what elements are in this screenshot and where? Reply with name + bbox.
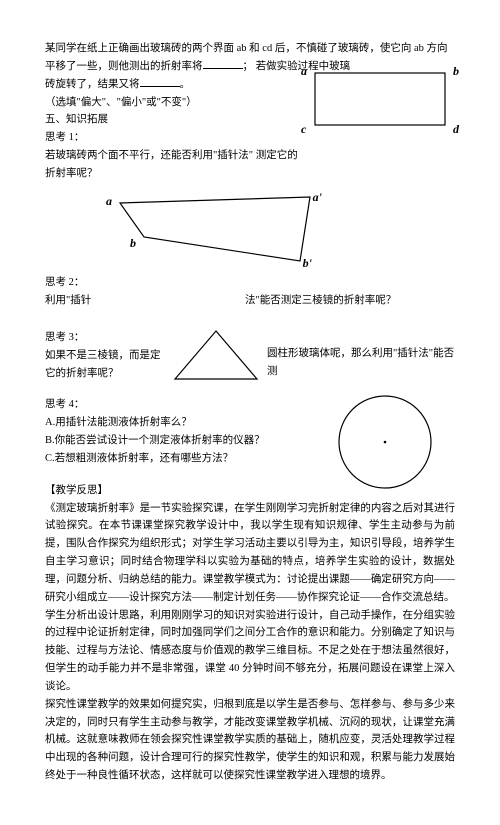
si4-a: A.用插针法能测液体折射率么？	[45, 414, 285, 432]
label-qap: a'	[313, 187, 322, 207]
intro-options: （选填"偏大"、"偏小"或"不变"）	[45, 94, 300, 112]
si3-block: 思考 3： 如果不是三棱镜，而是定它的折射率呢？ 圆柱形玻璃体呢，那么利用"插针…	[45, 329, 455, 390]
si2-left: 利用"插针	[45, 292, 125, 310]
si3-left: 如果不是三棱镜，而是定它的折射率呢？	[45, 347, 165, 383]
si1-title: 思考 1：	[45, 129, 300, 147]
rectangle-svg	[305, 65, 455, 135]
blank-2	[140, 86, 180, 87]
triangle-figure	[171, 329, 261, 390]
blank-1	[203, 68, 243, 69]
si4-c: C.若想粗测液体折射率，还有哪些方法？	[45, 450, 285, 468]
label-b: b	[453, 61, 459, 81]
label-qbp: b'	[303, 253, 312, 273]
label-c: c	[301, 119, 306, 139]
quad-svg	[110, 191, 330, 266]
label-d: d	[453, 119, 459, 139]
si4-block: 思考 4： A.用插针法能测液体折射率么？ B.你能否尝试设计一个测定液体折射率…	[45, 396, 455, 467]
si1-q: 若玻璃砖两个面不平行，还能否利用"插针法" 测定它的折射率呢？	[45, 147, 300, 183]
triangle-svg	[171, 329, 261, 383]
intro-line2: 砖旋转了，结果又将 。	[45, 76, 300, 94]
intro-text-2: 砖旋转了，结果又将	[45, 79, 140, 90]
label-qa: a	[106, 191, 112, 211]
section5-title: 五、知识拓展	[45, 111, 300, 129]
reflection-p3: 探究性课堂教学的效果如何提究实，归根到底是以学生是否参与、怎样参与、参与多少来决…	[45, 696, 455, 785]
reflection-p2: 学生分析出设计思路，利用刚刚学习的知识对实验进行设计，自己动手操作，在分组实验的…	[45, 607, 455, 696]
si2-title: 思考 2：	[45, 274, 125, 292]
label-a: a	[301, 61, 307, 81]
rectangle-figure: a b c d	[305, 65, 455, 135]
reflection-p1: 《测定玻璃折射率》是一节实验探究课，在学生刚刚学习完折射定律的内容之后对其进行试…	[45, 500, 455, 607]
intro-tail-2: 。	[180, 79, 191, 90]
label-qb: b	[130, 233, 136, 253]
si2-right: 法"能否测定三棱镜的折射率呢？	[245, 292, 455, 310]
quadrilateral-figure: a a' b b'	[110, 191, 330, 266]
si3-right: 圆柱形玻璃体呢，那么利用"插针法"能否测	[267, 345, 455, 381]
circle-figure	[335, 392, 435, 499]
si4-title: 思考 4：	[45, 396, 285, 414]
circle-svg	[335, 392, 435, 492]
si4-b: B.你能否尝试设计一个测定液体折射率的仪器？	[45, 432, 285, 450]
si3-title: 思考 3：	[45, 329, 165, 347]
